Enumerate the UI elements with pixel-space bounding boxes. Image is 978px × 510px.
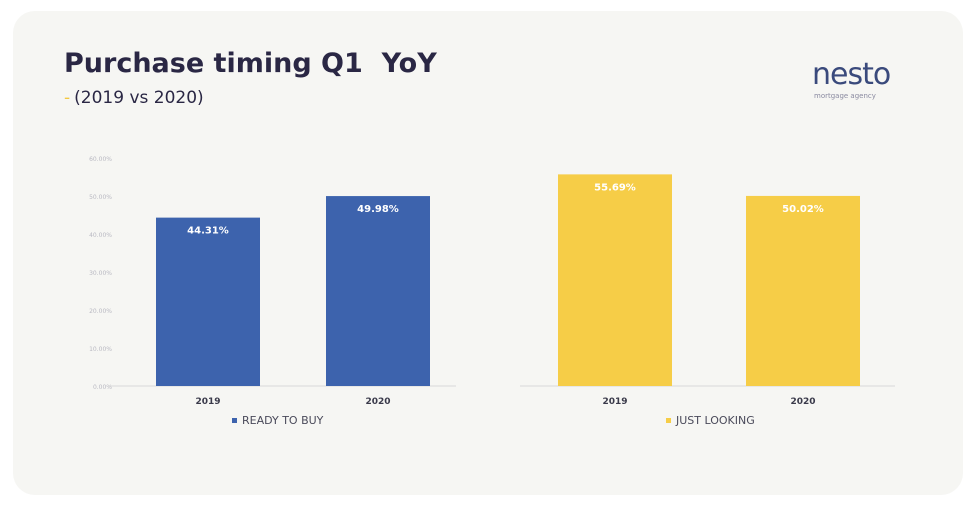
x-tick-label: 2020 bbox=[790, 397, 815, 407]
legend-swatch-ready bbox=[232, 418, 237, 423]
legend-label-ready: READY TO BUY bbox=[242, 414, 324, 427]
subtitle-dash: - bbox=[64, 88, 71, 108]
bar bbox=[746, 195, 860, 386]
logo-tagline: mortgage agency bbox=[814, 92, 876, 100]
bar bbox=[156, 217, 260, 386]
bar-data-label: 49.98% bbox=[357, 204, 399, 215]
bar bbox=[558, 174, 672, 386]
logo-wordmark: nesto bbox=[812, 57, 891, 92]
x-tick-label: 2019 bbox=[602, 397, 627, 407]
y-tick-label: 50.00% bbox=[89, 194, 112, 201]
bar bbox=[326, 196, 430, 386]
nesto-logo: nesto mortgage agency bbox=[812, 57, 892, 101]
bar-data-label: 55.69% bbox=[594, 182, 636, 193]
chart-subtitle: - (2019 vs 2020) bbox=[64, 88, 204, 108]
y-tick-label: 10.00% bbox=[89, 346, 112, 353]
bar-data-label: 50.02% bbox=[782, 204, 824, 215]
y-tick-label: 20.00% bbox=[89, 308, 112, 315]
y-tick-label: 30.00% bbox=[89, 270, 112, 277]
bar-data-label: 44.31% bbox=[187, 226, 229, 237]
y-tick-label: 40.00% bbox=[89, 232, 112, 239]
legend-ready-to-buy: READY TO BUY bbox=[232, 414, 323, 427]
y-tick-label: 60.00% bbox=[89, 156, 112, 163]
x-tick-label: 2019 bbox=[195, 397, 220, 407]
legend-swatch-looking bbox=[666, 418, 671, 423]
x-tick-label: 2020 bbox=[365, 397, 390, 407]
chart-title: Purchase timing Q1 YoY bbox=[64, 48, 437, 79]
legend-just-looking: JUST LOOKING bbox=[666, 414, 755, 427]
subtitle-text: (2019 vs 2020) bbox=[74, 88, 204, 108]
y-tick-label: 0.00% bbox=[93, 384, 112, 391]
legend-label-looking: JUST LOOKING bbox=[676, 414, 755, 427]
